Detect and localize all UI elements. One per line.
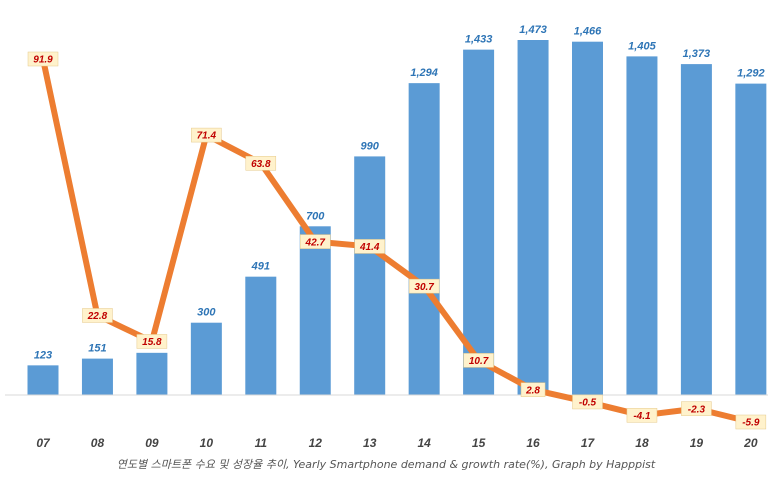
bars-layer: [27, 40, 767, 396]
x-tick-10: 10: [200, 436, 214, 450]
growth-label-19: -2.3: [688, 404, 706, 415]
bar-10: [190, 322, 222, 395]
bar-08: [81, 358, 113, 395]
bar-label-17: 1,466: [574, 26, 602, 38]
growth-label-box-10: [191, 127, 222, 143]
bar-12: [299, 226, 331, 395]
growth-labels-layer: 91.9 22.8 15.8 71.4 63.8 42.7 41.4 30.7 10.7 2.8 -…: [27, 51, 767, 430]
growth-label-16: 2.8: [525, 385, 540, 396]
bar-label-08: 151: [88, 343, 106, 355]
growth-label-box-14: [408, 278, 440, 294]
bar-label-12: 700: [306, 210, 325, 222]
x-tick-14: 14: [417, 436, 431, 450]
bar-label-10: 300: [197, 307, 216, 319]
growth-label-14: 30.7: [414, 282, 434, 293]
bar-16: [517, 40, 549, 395]
x-tick-07: 07: [36, 436, 51, 450]
growth-label-18: -4.1: [633, 411, 651, 422]
growth-label-08: 22.8: [87, 311, 108, 322]
x-tick-15: 15: [472, 436, 486, 450]
growth-label-15: 10.7: [469, 356, 489, 367]
growth-label-07: 91.9: [33, 55, 53, 66]
growth-label-10: 71.4: [197, 131, 217, 142]
x-tick-09: 09: [145, 436, 159, 450]
bar-18: [626, 56, 658, 395]
growth-label-13: 41.4: [359, 242, 380, 253]
bar-14: [408, 83, 440, 396]
growth-label-box-20: [735, 414, 767, 430]
x-tick-labels: 07 08 09 10 11 12 13 14 15 16 17 18 19 20: [36, 436, 758, 450]
bar-17: [572, 41, 603, 395]
bar-label-20: 1,292: [737, 68, 765, 80]
bar-label-11: 491: [251, 261, 270, 273]
growth-label-11: 63.8: [251, 159, 271, 170]
bar-20: [735, 83, 767, 395]
growth-label-box-11: [245, 156, 277, 171]
x-tick-17: 17: [581, 436, 596, 450]
bar-label-14: 1,294: [410, 67, 438, 79]
bar-07: [27, 365, 59, 395]
x-tick-11: 11: [255, 436, 268, 450]
growth-label-box-09: [136, 334, 168, 349]
bar-09: [136, 352, 168, 395]
growth-label-09: 15.8: [142, 337, 162, 348]
growth-label-17: -0.5: [579, 398, 597, 409]
x-tick-08: 08: [91, 436, 105, 450]
growth-label-box-15: [463, 353, 494, 368]
bar-label-18: 1,405: [628, 40, 656, 52]
bar-15: [463, 49, 495, 395]
growth-label-box-18: [626, 408, 658, 423]
growth-label-box-13: [354, 239, 385, 254]
bar-label-16: 1,473: [519, 24, 547, 36]
x-tick-18: 18: [635, 436, 649, 450]
bar-label-15: 1,433: [465, 34, 493, 46]
x-tick-20: 20: [743, 436, 758, 450]
growth-label-box-17: [572, 394, 603, 410]
growth-label-box-12: [300, 234, 331, 249]
bar-13: [354, 156, 386, 395]
growth-label-12: 42.7: [305, 237, 326, 248]
growth-label-box-08: [82, 308, 113, 323]
x-tick-16: 16: [526, 436, 540, 450]
x-tick-13: 13: [363, 436, 377, 450]
bar-11: [245, 276, 277, 395]
bar-label-19: 1,373: [683, 48, 711, 60]
x-tick-19: 19: [690, 436, 704, 450]
chart-caption: 연도별 스마트폰 수요 및 성장율 추이, Yearly Smartphone …: [117, 458, 656, 471]
x-tick-12: 12: [309, 436, 323, 450]
growth-label-box-19: [681, 401, 712, 416]
growth-label-box-16: [520, 382, 546, 397]
bar-label-07: 123: [34, 349, 52, 361]
growth-label-20: -5.9: [742, 418, 760, 429]
growth-label-box-07: [27, 51, 59, 67]
bar-19: [680, 64, 712, 396]
bar-label-13: 990: [361, 140, 380, 152]
